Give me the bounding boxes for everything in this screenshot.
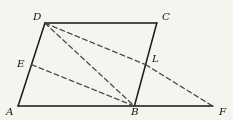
- Text: B: B: [130, 108, 138, 117]
- Text: A: A: [5, 108, 13, 117]
- Text: D: D: [32, 13, 40, 22]
- Text: L: L: [151, 55, 158, 65]
- Text: E: E: [17, 60, 24, 69]
- Text: F: F: [218, 108, 225, 117]
- Text: C: C: [162, 13, 170, 22]
